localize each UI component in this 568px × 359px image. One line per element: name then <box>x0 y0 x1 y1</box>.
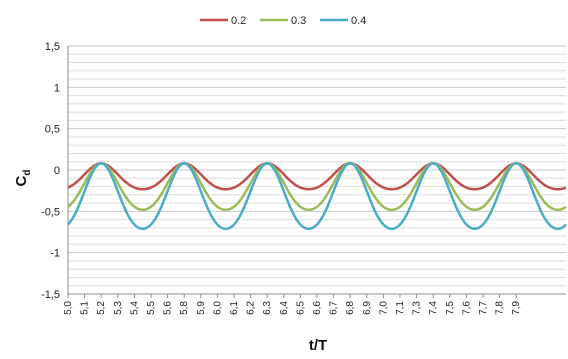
x-tick-label: 5,8 <box>179 301 190 315</box>
x-tick-label: 5,6 <box>163 301 174 315</box>
y-tick-label: -1 <box>50 248 60 260</box>
x-tick-label: 6,8 <box>345 301 356 315</box>
x-tick-label: 5,4 <box>129 301 140 315</box>
x-tick-label: 6,4 <box>279 301 290 315</box>
x-tick-label: 7,8 <box>495 301 506 315</box>
x-tick-label: 5,2 <box>96 301 107 315</box>
x-tick-label: 7,9 <box>511 301 522 315</box>
y-axis-title: Cd <box>13 170 33 187</box>
x-tick-label: 6,2 <box>246 301 257 315</box>
x-tick-label: 6,3 <box>262 301 273 315</box>
series-line-0-3 <box>67 162 567 212</box>
x-tick-label: 7,4 <box>428 301 439 315</box>
y-tick-label: -1,5 <box>41 289 60 301</box>
x-tick-label: 7,0 <box>378 301 389 315</box>
y-tick-label: 1 <box>54 82 60 94</box>
x-tick-label: 5,1 <box>80 301 91 315</box>
grid-layer <box>68 45 566 295</box>
x-tick-label: 7,7 <box>478 301 489 315</box>
axis-layer: 1,5 1 0,5 0 -0,5 -1 -1,55,0 5,1 5,2 5,3 5,4 5,5 5,6 5… <box>41 41 566 315</box>
x-tick-label: 6,1 <box>229 301 240 315</box>
y-tick-label: 0 <box>54 165 60 177</box>
series-line-0-4 <box>67 162 567 231</box>
x-tick-label: 7,3 <box>412 301 423 315</box>
x-tick-label: 7,5 <box>445 301 456 315</box>
legend-label: 0.4 <box>351 15 366 27</box>
x-tick-label: 5,5 <box>146 301 157 315</box>
x-tick-label: 6,5 <box>295 301 306 315</box>
x-tick-label: 5,3 <box>113 301 124 315</box>
y-tick-label: 0,5 <box>45 124 60 136</box>
y-tick-label: 1,5 <box>45 41 60 53</box>
x-tick-label: 5,0 <box>63 301 74 315</box>
series-line-0-2 <box>67 162 567 191</box>
y-tick-label: -0,5 <box>41 206 60 218</box>
legend-label: 0.3 <box>291 15 306 27</box>
x-tick-label: 6,0 <box>212 301 223 315</box>
x-tick-label: 6,7 <box>329 301 340 315</box>
x-tick-label: 7,1 <box>395 301 406 315</box>
y-axis-title-main: C <box>13 175 30 186</box>
legend-label: 0.2 <box>231 15 246 27</box>
x-tick-label: 6,6 <box>312 301 323 315</box>
x-axis-title: t/T <box>309 337 327 354</box>
x-tick-label: 5,9 <box>196 301 207 315</box>
series-layer <box>67 162 567 231</box>
y-axis-title-sub: d <box>22 170 33 176</box>
x-tick-label: 6,9 <box>362 301 373 315</box>
x-tick-label: 7,6 <box>461 301 472 315</box>
legend: 0.2 0.3 0.4 <box>200 15 366 27</box>
